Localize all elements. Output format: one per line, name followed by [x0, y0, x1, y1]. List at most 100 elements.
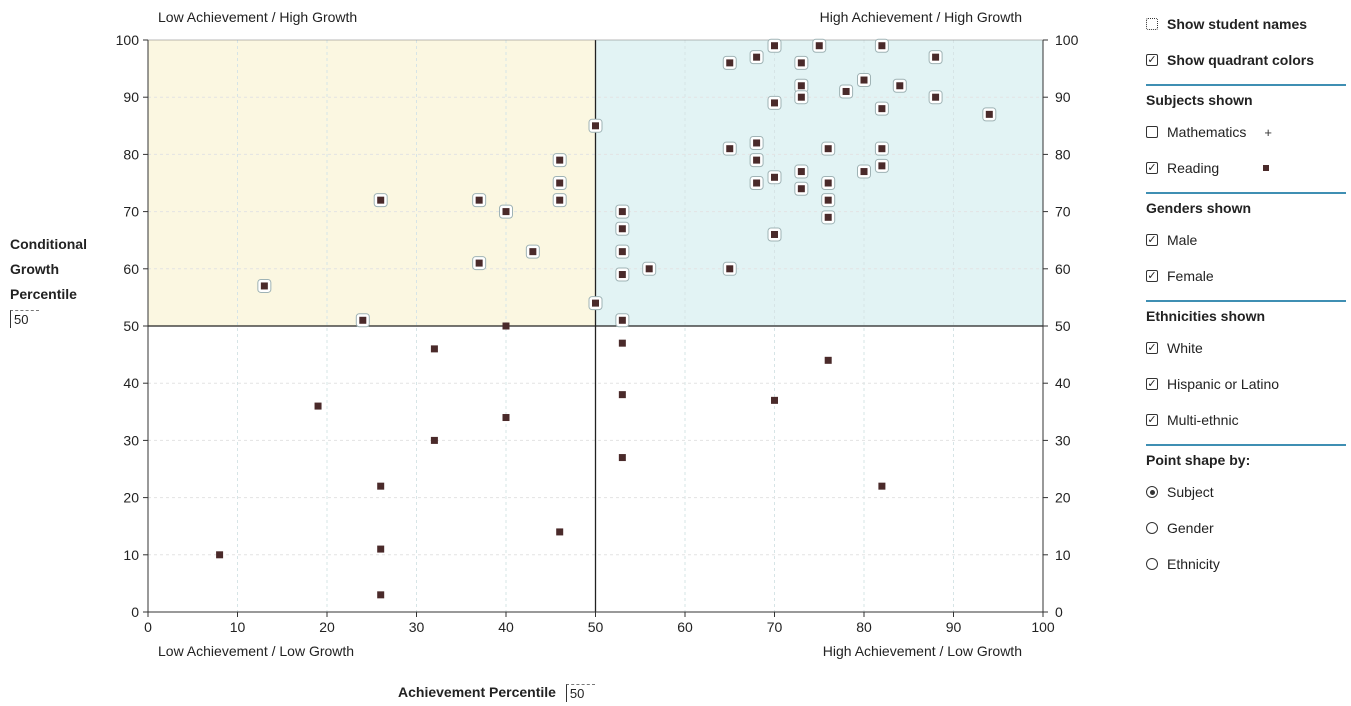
- data-point[interactable]: [475, 196, 483, 204]
- data-point[interactable]: [618, 248, 626, 256]
- data-point[interactable]: [878, 105, 886, 113]
- data-point[interactable]: [797, 93, 805, 101]
- data-point[interactable]: [556, 179, 564, 187]
- data-point[interactable]: [314, 402, 322, 410]
- data-point[interactable]: [797, 185, 805, 193]
- data-point[interactable]: [815, 42, 823, 50]
- data-point[interactable]: [377, 545, 385, 553]
- data-point[interactable]: [753, 53, 761, 61]
- data-point[interactable]: [860, 76, 868, 84]
- data-point[interactable]: [726, 59, 734, 67]
- data-point[interactable]: [726, 145, 734, 153]
- data-point[interactable]: [771, 173, 778, 181]
- data-point[interactable]: [824, 213, 832, 221]
- eth-hispanic-label: Hispanic or Latino: [1167, 376, 1280, 392]
- data-point[interactable]: [618, 391, 626, 399]
- data-point[interactable]: [502, 322, 510, 330]
- data-point[interactable]: [932, 53, 940, 61]
- data-point[interactable]: [842, 87, 850, 95]
- data-point[interactable]: [556, 156, 564, 164]
- data-point[interactable]: [529, 248, 537, 256]
- x-reference-input[interactable]: 50: [565, 684, 595, 703]
- show-student-names-checkbox[interactable]: [1146, 18, 1158, 30]
- eth-hispanic-checkbox[interactable]: ✓: [1146, 378, 1158, 390]
- data-point[interactable]: [645, 265, 653, 273]
- shape-subject-radio[interactable]: [1146, 486, 1158, 498]
- data-point[interactable]: [556, 196, 564, 204]
- eth-multi-checkbox[interactable]: ✓: [1146, 414, 1158, 426]
- data-point[interactable]: [260, 282, 268, 290]
- data-point[interactable]: [985, 110, 993, 118]
- eth-multi-option[interactable]: ✓ Multi-ethnic: [1146, 402, 1346, 438]
- data-point[interactable]: [878, 145, 886, 153]
- data-point[interactable]: [878, 162, 886, 170]
- eth-white-option[interactable]: ✓ White: [1146, 330, 1346, 366]
- data-point[interactable]: [753, 139, 761, 147]
- eth-white-label: White: [1167, 340, 1203, 356]
- data-point[interactable]: [618, 454, 626, 462]
- gender-female-checkbox[interactable]: ✓: [1146, 270, 1158, 282]
- y-tick-label-right: 60: [1055, 261, 1071, 277]
- gender-male-option[interactable]: ✓ Male: [1146, 222, 1346, 258]
- eth-multi-label: Multi-ethnic: [1167, 412, 1239, 428]
- data-point[interactable]: [860, 168, 868, 176]
- data-point[interactable]: [932, 93, 940, 101]
- gender-female-label: Female: [1167, 268, 1214, 284]
- data-point[interactable]: [618, 225, 626, 233]
- subject-math-checkbox[interactable]: [1146, 126, 1158, 138]
- data-point[interactable]: [797, 168, 805, 176]
- shape-ethnicity-radio[interactable]: [1146, 558, 1158, 570]
- data-point[interactable]: [771, 42, 778, 50]
- subject-reading-option[interactable]: ✓ Reading: [1146, 150, 1346, 186]
- data-point[interactable]: [377, 482, 385, 490]
- y-tick-label-right: 0: [1055, 604, 1063, 620]
- data-point[interactable]: [824, 179, 832, 187]
- data-point[interactable]: [377, 591, 385, 599]
- data-point[interactable]: [824, 196, 832, 204]
- data-point[interactable]: [618, 271, 626, 279]
- data-point[interactable]: [556, 528, 564, 536]
- data-point[interactable]: [726, 265, 734, 273]
- data-point[interactable]: [771, 99, 778, 107]
- genders-header: Genders shown: [1146, 192, 1346, 222]
- data-point[interactable]: [377, 196, 385, 204]
- show-student-names-option[interactable]: Show student names: [1146, 6, 1346, 42]
- data-point[interactable]: [753, 156, 761, 164]
- data-point[interactable]: [592, 122, 599, 130]
- data-point[interactable]: [430, 345, 438, 353]
- data-point[interactable]: [592, 299, 599, 307]
- y-axis-title-line: Conditional: [10, 236, 87, 252]
- data-point[interactable]: [797, 59, 805, 67]
- data-point[interactable]: [430, 436, 438, 444]
- data-point[interactable]: [359, 316, 367, 324]
- data-point[interactable]: [502, 208, 510, 216]
- subject-math-option[interactable]: Mathematics +: [1146, 114, 1346, 150]
- data-point[interactable]: [878, 42, 886, 50]
- data-point[interactable]: [475, 259, 483, 267]
- data-point[interactable]: [618, 316, 626, 324]
- eth-hispanic-option[interactable]: ✓ Hispanic or Latino: [1146, 366, 1346, 402]
- data-point[interactable]: [502, 414, 510, 422]
- data-point[interactable]: [771, 396, 778, 404]
- gender-male-checkbox[interactable]: ✓: [1146, 234, 1158, 246]
- show-quadrant-colors-checkbox[interactable]: ✓: [1146, 54, 1158, 66]
- data-point[interactable]: [824, 356, 832, 364]
- shape-gender-radio[interactable]: [1146, 522, 1158, 534]
- data-point[interactable]: [753, 179, 761, 187]
- data-point[interactable]: [797, 82, 805, 90]
- shape-gender-option[interactable]: Gender: [1146, 510, 1346, 546]
- eth-white-checkbox[interactable]: ✓: [1146, 342, 1158, 354]
- data-point[interactable]: [618, 339, 626, 347]
- data-point[interactable]: [216, 551, 224, 559]
- data-point[interactable]: [878, 482, 886, 490]
- data-point[interactable]: [618, 208, 626, 216]
- y-reference-input[interactable]: 50: [10, 310, 39, 328]
- show-quadrant-colors-option[interactable]: ✓ Show quadrant colors: [1146, 42, 1346, 78]
- gender-female-option[interactable]: ✓ Female: [1146, 258, 1346, 294]
- data-point[interactable]: [896, 82, 904, 90]
- data-point[interactable]: [824, 145, 832, 153]
- shape-ethnicity-option[interactable]: Ethnicity: [1146, 546, 1346, 582]
- shape-subject-option[interactable]: Subject: [1146, 474, 1346, 510]
- data-point[interactable]: [771, 230, 778, 238]
- subject-reading-checkbox[interactable]: ✓: [1146, 162, 1158, 174]
